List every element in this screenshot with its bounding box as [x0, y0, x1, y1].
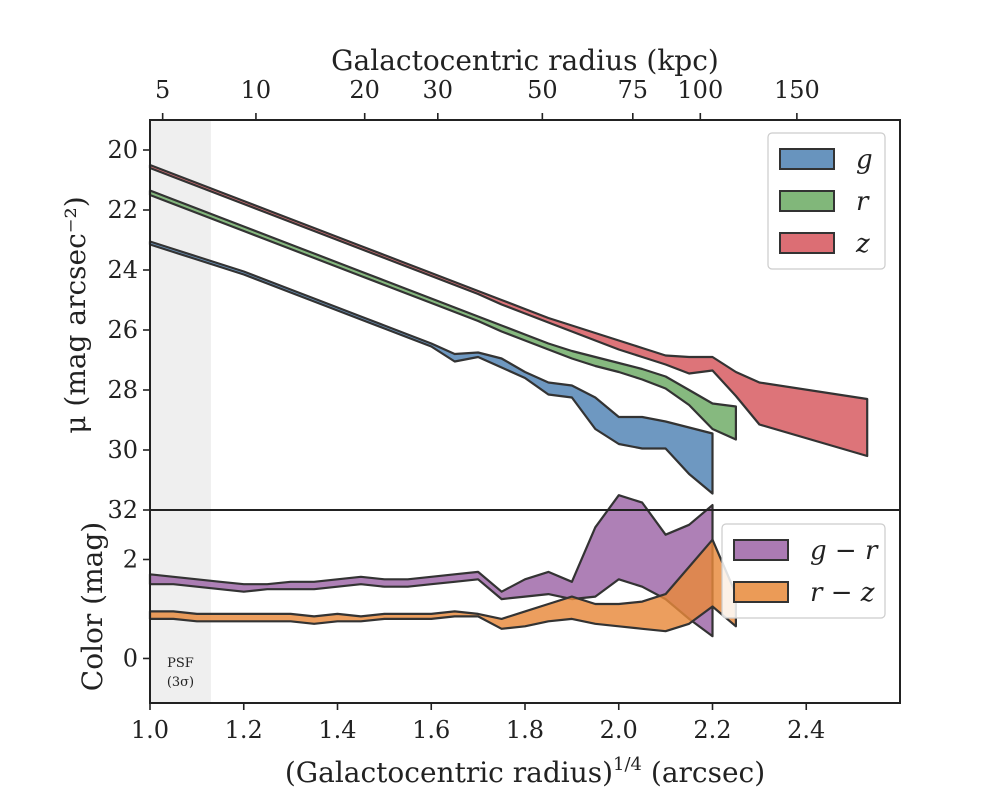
- x-tick-label: 2.4: [787, 716, 825, 744]
- x-tick-label: 1.8: [506, 716, 544, 744]
- legend-label-g: g: [856, 145, 873, 175]
- legend-swatch-gr: [733, 539, 789, 561]
- x-tick-label: 1.4: [318, 716, 356, 744]
- kpc-tick-label: 100: [677, 76, 723, 104]
- y-tick-label: 20: [107, 136, 138, 164]
- legend-label-z: z: [855, 229, 870, 259]
- legend-label-gr: g − r: [810, 536, 879, 566]
- legend-layer: grz g − r r − z: [721, 132, 886, 619]
- x-tick-label: 2.0: [600, 716, 638, 744]
- band-rz: [148, 538, 738, 633]
- kpc-tick-label: 150: [774, 76, 820, 104]
- psf-shaded-region: [150, 120, 211, 703]
- psf-label: PSF: [167, 656, 194, 671]
- kpc-tick-label: 20: [349, 76, 380, 104]
- psf-sigma-label: (3σ): [167, 675, 194, 690]
- top-panel: [148, 120, 869, 703]
- y-tick-label: 26: [107, 316, 138, 344]
- label-layer: 20 22 24 26 28 30 32 0 2 1.0 1.2 1.4 1.6 1.8 2.0 2.2 2.4…: [59, 44, 825, 789]
- legend-label-r: r: [856, 187, 870, 217]
- legend-swatch-z: [779, 232, 835, 254]
- bottom-panel: [148, 494, 738, 638]
- axes-layer: [143, 113, 901, 710]
- y-tick-label: 30: [107, 436, 138, 464]
- x-tick-label: 1.2: [225, 716, 263, 744]
- legend-label-rz: r − z: [810, 578, 875, 608]
- top-axis-title: Galactocentric radius (kpc): [331, 44, 719, 77]
- x-axis-title: (Galactocentric radius)1/4 (arcsec): [285, 754, 765, 789]
- kpc-tick-label: 50: [527, 76, 558, 104]
- y-tick-label: 32: [107, 496, 138, 524]
- y-tick-label: 22: [107, 196, 138, 224]
- x-tick-label: 1.0: [131, 716, 169, 744]
- color-axis-title: Color (mag): [76, 522, 109, 691]
- color-y-tick-label: 2: [123, 545, 138, 573]
- y-axis-title: μ (mag arcsec⁻²): [59, 196, 92, 433]
- kpc-tick-label: 30: [423, 76, 454, 104]
- x-tick-label: 1.6: [412, 716, 450, 744]
- legend-swatch-rz: [733, 581, 789, 603]
- y-tick-label: 24: [107, 256, 138, 284]
- kpc-tick-label: 5: [155, 76, 170, 104]
- kpc-tick-label: 10: [241, 76, 272, 104]
- band-gr: [148, 494, 714, 638]
- legend-swatch-g: [779, 148, 835, 170]
- y-tick-label: 28: [107, 376, 138, 404]
- color-y-tick-label: 0: [123, 644, 138, 672]
- band-g: [148, 240, 714, 495]
- legend-swatch-r: [779, 190, 835, 212]
- x-tick-label: 2.2: [693, 716, 731, 744]
- kpc-tick-label: 75: [618, 76, 649, 104]
- band-z: [148, 163, 869, 458]
- band-r: [148, 189, 738, 441]
